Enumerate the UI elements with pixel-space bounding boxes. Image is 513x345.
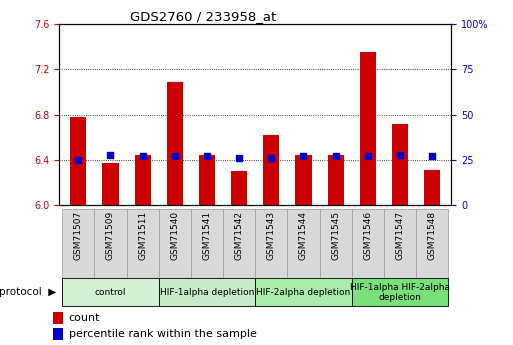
Text: GSM71546: GSM71546: [363, 211, 372, 260]
Text: GSM71544: GSM71544: [299, 211, 308, 260]
Text: protocol  ▶: protocol ▶: [0, 287, 56, 297]
Text: GSM71543: GSM71543: [267, 211, 276, 260]
Bar: [199, 156, 215, 205]
Text: HIF-1alpha HIF-2alpha
depletion: HIF-1alpha HIF-2alpha depletion: [350, 283, 450, 302]
Bar: [328, 156, 344, 205]
Bar: [134, 156, 151, 205]
Point: [331, 154, 340, 159]
Bar: [352, 278, 448, 306]
Bar: [62, 209, 94, 278]
Text: HIF-1alpha depletion: HIF-1alpha depletion: [160, 288, 254, 297]
Bar: [62, 278, 159, 306]
Bar: [295, 156, 311, 205]
Bar: [416, 209, 448, 278]
Bar: [94, 209, 127, 278]
Text: count: count: [69, 313, 101, 323]
Bar: [255, 278, 352, 306]
Point: [171, 154, 179, 159]
Bar: [424, 170, 440, 205]
Text: GDS2760 / 233958_at: GDS2760 / 233958_at: [130, 10, 276, 23]
Point: [203, 154, 211, 159]
Bar: [127, 209, 159, 278]
Text: GSM71509: GSM71509: [106, 211, 115, 260]
Point: [267, 155, 275, 161]
Point: [364, 154, 372, 159]
Bar: [223, 209, 255, 278]
Bar: [167, 82, 183, 205]
Text: GSM71541: GSM71541: [203, 211, 211, 260]
Text: GSM71548: GSM71548: [428, 211, 437, 260]
Bar: [53, 328, 63, 340]
Bar: [255, 209, 287, 278]
Text: GSM71542: GSM71542: [234, 211, 244, 260]
Bar: [159, 278, 255, 306]
Bar: [384, 209, 416, 278]
Point: [235, 155, 243, 161]
Bar: [103, 164, 119, 205]
Bar: [320, 209, 352, 278]
Bar: [392, 124, 408, 205]
Bar: [53, 312, 63, 324]
Bar: [360, 52, 376, 205]
Text: HIF-2alpha depletion: HIF-2alpha depletion: [256, 288, 350, 297]
Text: control: control: [95, 288, 126, 297]
Point: [396, 152, 404, 157]
Point: [139, 154, 147, 159]
Bar: [287, 209, 320, 278]
Point: [74, 157, 83, 163]
Point: [428, 154, 436, 159]
Text: GSM71511: GSM71511: [138, 211, 147, 260]
Bar: [159, 209, 191, 278]
Text: GSM71547: GSM71547: [396, 211, 404, 260]
Bar: [263, 135, 280, 205]
Bar: [231, 171, 247, 205]
Point: [300, 154, 308, 159]
Bar: [352, 209, 384, 278]
Bar: [70, 117, 86, 205]
Text: GSM71545: GSM71545: [331, 211, 340, 260]
Text: GSM71540: GSM71540: [170, 211, 180, 260]
Text: GSM71507: GSM71507: [74, 211, 83, 260]
Point: [106, 152, 114, 157]
Text: percentile rank within the sample: percentile rank within the sample: [69, 329, 256, 339]
Bar: [191, 209, 223, 278]
